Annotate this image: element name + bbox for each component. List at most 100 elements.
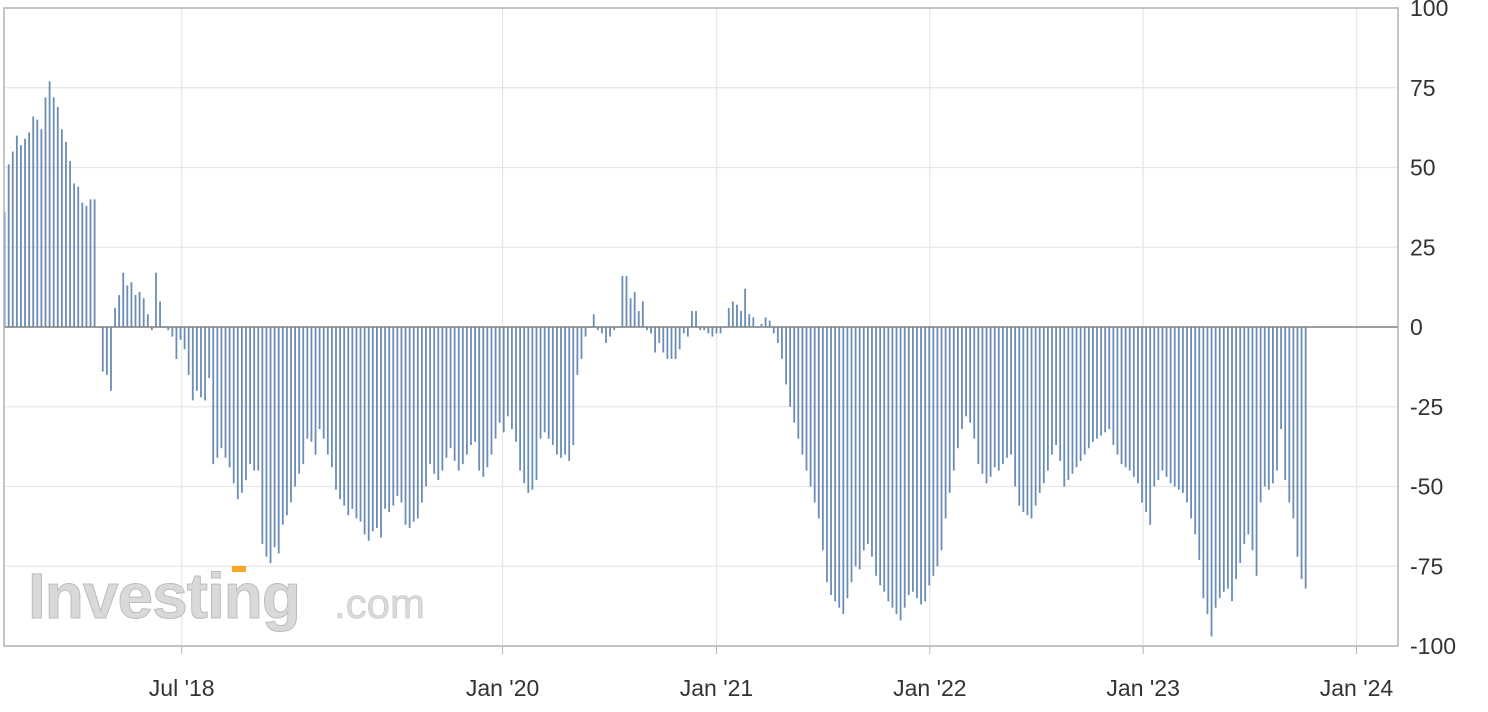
bar — [425, 327, 427, 487]
bar — [703, 327, 706, 331]
bar — [895, 327, 898, 615]
plot-border — [3, 7, 1399, 647]
bar — [609, 327, 612, 337]
y-tick-label: -100 — [1410, 633, 1456, 659]
bar — [249, 327, 251, 465]
bar — [846, 327, 849, 599]
bar — [789, 327, 792, 407]
y-tick-label: 50 — [1410, 155, 1436, 181]
bar — [486, 327, 489, 468]
bar — [752, 317, 755, 327]
bar — [142, 298, 145, 327]
bar — [719, 327, 722, 334]
bar — [228, 327, 231, 468]
bar — [887, 327, 890, 602]
bar — [322, 327, 325, 439]
bar — [584, 327, 587, 337]
bar — [601, 327, 603, 334]
bar — [277, 327, 280, 554]
bar — [568, 327, 571, 461]
bar — [740, 311, 742, 327]
bar — [1010, 327, 1012, 455]
y-tick-label: 100 — [1410, 0, 1448, 21]
bar — [547, 327, 550, 439]
bar — [928, 327, 931, 586]
bar — [285, 327, 288, 516]
x-tick-label: Jan '21 — [680, 675, 753, 701]
bar — [641, 301, 644, 327]
bar — [1022, 327, 1025, 513]
bar — [101, 327, 104, 372]
bar — [314, 327, 317, 455]
bar — [916, 327, 918, 599]
bar — [318, 327, 321, 430]
bar — [744, 288, 747, 327]
bar — [768, 320, 771, 327]
bar — [1100, 327, 1102, 436]
bar — [330, 327, 333, 468]
bar — [1026, 327, 1029, 516]
bar — [924, 327, 927, 602]
bar — [903, 327, 906, 608]
bar — [572, 327, 575, 446]
bar — [1124, 327, 1127, 468]
bar — [523, 327, 526, 484]
y-axis: 100 75 50 25 0 -25 -50 -75 -100 — [1410, 0, 1456, 659]
bar — [191, 327, 194, 401]
bar — [576, 327, 579, 375]
bar — [625, 275, 628, 327]
bar — [326, 327, 329, 455]
bar — [1276, 327, 1278, 471]
bar — [637, 311, 640, 327]
bar — [1182, 327, 1184, 493]
bar — [126, 285, 129, 327]
x-axis: Jul '18 Jan '20 Jan '21 Jan '22 Jan '23 Jan '… — [149, 646, 1394, 701]
bar — [1280, 327, 1283, 430]
bar — [257, 327, 260, 471]
bar — [1112, 327, 1115, 446]
bar — [343, 327, 346, 506]
bar — [699, 327, 702, 331]
bar — [52, 97, 55, 327]
bar — [556, 327, 558, 455]
bar — [89, 199, 92, 327]
bar — [1075, 327, 1078, 468]
bar — [339, 327, 341, 500]
y-tick-label: 25 — [1410, 234, 1436, 260]
bar — [883, 327, 886, 592]
y-tick-label: -75 — [1410, 553, 1443, 579]
bar — [457, 327, 460, 471]
x-tick-label: Jan '24 — [1320, 675, 1394, 701]
bar — [1284, 327, 1287, 481]
bar — [969, 327, 972, 423]
bar — [633, 291, 636, 327]
bar — [1227, 327, 1229, 589]
bar — [494, 327, 497, 439]
bar — [1263, 327, 1266, 487]
bar — [502, 327, 505, 433]
y-tick-label: 75 — [1410, 75, 1436, 101]
bar — [482, 327, 485, 477]
bar — [253, 327, 256, 471]
bar — [416, 327, 419, 519]
bar — [1259, 327, 1262, 503]
axes-frame — [3, 7, 1399, 647]
bar — [114, 307, 116, 327]
bar — [1288, 327, 1291, 503]
bar — [380, 327, 382, 538]
bar — [695, 311, 697, 327]
bar — [1137, 327, 1139, 484]
bar — [1087, 327, 1090, 449]
bar — [830, 327, 832, 595]
bar — [60, 129, 63, 327]
bar — [224, 327, 227, 458]
bar — [28, 132, 31, 327]
bar — [216, 327, 219, 458]
bar — [24, 138, 26, 327]
bar — [1067, 327, 1070, 481]
bar — [220, 327, 223, 449]
bar — [1120, 327, 1123, 465]
bar — [899, 327, 902, 621]
bar — [138, 291, 141, 327]
bar — [866, 327, 869, 544]
